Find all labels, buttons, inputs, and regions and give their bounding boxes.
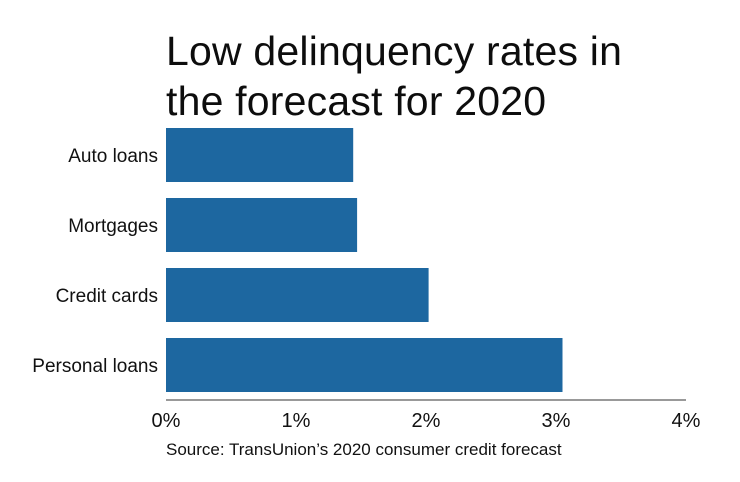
chart-title-line-2: the forecast for 2020 <box>166 78 547 124</box>
x-tick-label: 4% <box>672 410 701 432</box>
x-tick-label: 2% <box>412 410 441 432</box>
bar-personal-loans <box>166 338 563 392</box>
category-labels-group: Auto loans Mortgages Credit cards Personal … <box>32 146 158 377</box>
bar-auto-loans <box>166 128 354 182</box>
x-tick-label: 1% <box>282 410 311 432</box>
x-tick-label: 3% <box>542 410 571 432</box>
bar-mortgages <box>166 198 358 252</box>
bars-group <box>166 128 563 392</box>
category-label: Auto loans <box>68 146 158 167</box>
chart-title: Low delinquency rates in the forecast fo… <box>166 26 726 126</box>
x-tick-labels-group: 0% 1% 2% 3% 4% <box>152 410 701 432</box>
category-label: Mortgages <box>68 216 158 237</box>
bar-credit-cards <box>166 268 429 322</box>
category-label: Personal loans <box>32 356 158 377</box>
chart-title-line-1: Low delinquency rates in <box>166 28 623 74</box>
source-note: Source: TransUnion’s 2020 consumer credi… <box>166 440 562 459</box>
category-label: Credit cards <box>56 286 158 307</box>
x-tick-label: 0% <box>152 410 181 432</box>
